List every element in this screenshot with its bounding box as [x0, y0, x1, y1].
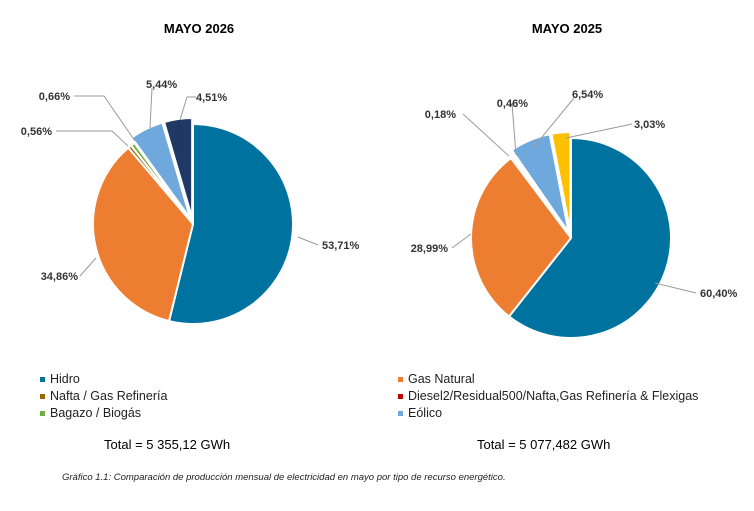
legend-label: Hidro [50, 372, 80, 386]
data-label-nafta-gas-refineria: 0,56% [21, 126, 52, 138]
data-label-gas-natural: 34,86% [41, 271, 79, 283]
legend-label: Gas Natural [408, 372, 475, 386]
legend-item-eolico: Eólico [398, 406, 442, 420]
leader-line [149, 87, 153, 129]
pie-slice-bagazo-biogas [506, 149, 569, 234]
data-label-hidro: 53,71% [322, 240, 360, 252]
pie-slice-hidro [507, 136, 672, 339]
leader-line [74, 95, 136, 142]
leader-line [532, 97, 575, 149]
pie-chart-mayo-2025: MAYO 2025 60,40% 28,99% 0,18% 0,46% 6,54% 3,03… [411, 21, 738, 339]
legend-swatch [398, 393, 403, 399]
leader-line [565, 123, 633, 139]
pie-slice-otro [550, 131, 572, 233]
legend-item-hidro: Hidro [40, 372, 80, 386]
data-label-otro: 4,51% [196, 92, 227, 104]
leader-line [79, 257, 97, 277]
legend-swatch [40, 393, 45, 399]
pie-slice-bagazo-biogas [129, 141, 194, 225]
legend-label: Diesel2/Residual500/Nafta,Gas Refinería … [408, 389, 699, 403]
pie-slice-gas-natural [92, 146, 195, 323]
legend-swatch [398, 376, 403, 382]
pie-slice-otro [162, 117, 194, 219]
data-label-hidro: 60,40% [700, 288, 738, 300]
data-label-eolico: 5,44% [146, 79, 177, 91]
data-label-bagazo-biogas: 0,46% [497, 98, 528, 110]
figure-caption: Gráfico 1.1: Comparación de producción m… [62, 472, 506, 483]
legend-swatch [398, 410, 403, 416]
data-label-otro: 3,03% [634, 119, 665, 131]
legend-item-diesel: Diesel2/Residual500/Nafta,Gas Refinería … [398, 389, 698, 403]
pie-slice-hidro [167, 122, 295, 325]
leader-line [462, 113, 510, 157]
data-label-eolico: 6,54% [572, 89, 603, 101]
data-label-bagazo-biogas: 0,66% [39, 91, 70, 103]
total-2026: Total = 5 355,12 GWh [104, 437, 231, 452]
legend-swatch [40, 376, 45, 382]
pie-slice-gas-natural [470, 156, 573, 318]
legend-label: Bagazo / Biogás [50, 406, 142, 420]
legend-swatch [40, 410, 45, 416]
pie-title: MAYO 2025 [532, 21, 602, 36]
total-2025: Total = 5 077,482 GWh [477, 437, 611, 452]
leader-line [451, 233, 472, 249]
leader-line [511, 102, 517, 156]
pie-chart-mayo-2026: MAYO 2026 53,71% 34,86% 0,56% 0,66% 5,44% 4,51… [21, 21, 360, 325]
data-label-gas-natural: 28,99% [411, 243, 449, 255]
legend-item-bagazo: Bagazo / Biogás [40, 406, 141, 420]
legend-label: Eólico [408, 406, 443, 420]
pie-slice-eolico [510, 133, 570, 234]
leader-line [297, 236, 319, 246]
leader-line [56, 130, 129, 147]
leader-line [654, 282, 697, 294]
legend-label: Nafta / Gas Refinería [50, 389, 168, 403]
legend-item-nafta: Nafta / Gas Refinería [40, 389, 167, 403]
data-label-diesel2-residual500-nafta-gas-refineria-flexigas: 0,18% [425, 109, 456, 121]
pie-title: MAYO 2026 [164, 21, 234, 36]
legend-item-gas-natural: Gas Natural [398, 372, 475, 386]
leader-line [179, 96, 196, 121]
pie-slice-eolico [130, 121, 192, 220]
